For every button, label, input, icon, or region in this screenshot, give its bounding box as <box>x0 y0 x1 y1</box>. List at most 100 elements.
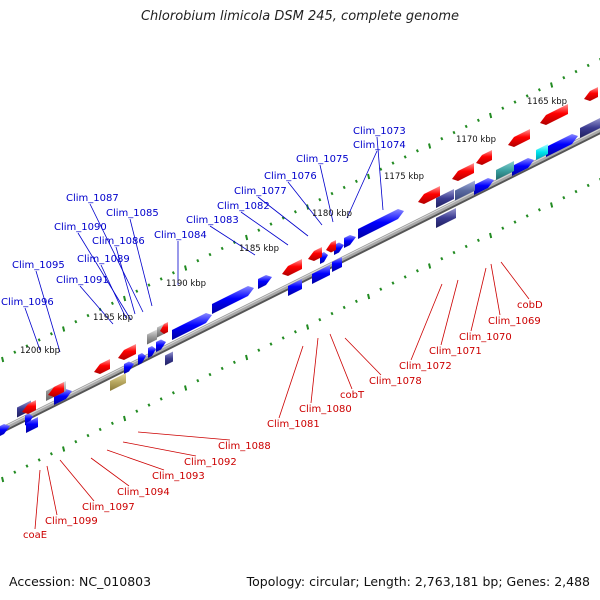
reverse-gene <box>584 87 598 101</box>
forward-leader-line <box>100 264 127 319</box>
forward-gene <box>436 189 454 208</box>
ruler-tick <box>62 326 66 332</box>
forward-gene <box>334 242 344 255</box>
forward-gene <box>156 339 166 352</box>
forward-leader-line <box>77 232 132 321</box>
reverse-leader-line <box>500 261 530 300</box>
ruler-tick <box>367 173 371 180</box>
ruler-tick <box>330 191 334 196</box>
ruler-tick <box>37 338 41 342</box>
ruler-tick <box>440 256 444 261</box>
ruler-tick <box>586 63 590 68</box>
reverse-leader-line <box>106 449 165 471</box>
forward-gene <box>536 144 548 160</box>
reverse-gene-label: coaE <box>23 530 47 541</box>
forward-leader-line <box>115 246 136 315</box>
ruler-tick <box>476 238 480 243</box>
ruler-tick <box>537 208 541 212</box>
reverse-gene-label: Clim_1093 <box>152 471 205 482</box>
ruler-tick <box>147 283 151 287</box>
ruler-tick <box>513 100 517 104</box>
ruler-tick <box>184 385 188 391</box>
reverse-gene-label: Clim_1072 <box>399 361 452 372</box>
forward-gene <box>0 424 10 436</box>
ruler-tick <box>330 311 334 316</box>
forward-gene-label: Clim_1082 <box>217 201 270 212</box>
forward-gene-label: Clim_1089 <box>77 254 130 265</box>
ruler-tick <box>537 88 541 92</box>
ruler-tick <box>306 324 310 330</box>
forward-leader-line <box>376 136 384 211</box>
ruler-tick <box>513 220 517 224</box>
label-leader-lines <box>24 136 530 530</box>
ruler-tick <box>391 161 395 165</box>
reverse-gene <box>94 359 110 374</box>
ruler-tick <box>464 124 468 129</box>
ruler-tick <box>281 216 285 220</box>
forward-gene-label: Clim_1090 <box>54 222 107 233</box>
ruler-tick <box>257 228 261 232</box>
ruler-tick <box>147 403 151 407</box>
ruler-tick <box>74 319 78 324</box>
forward-gene-label: Clim_1083 <box>186 215 239 226</box>
ruler-tick <box>159 397 163 401</box>
ruler-tick <box>562 75 566 80</box>
reverse-gene <box>118 344 136 360</box>
ruler-tick <box>403 155 407 159</box>
forward-leader-line <box>346 150 378 219</box>
ruler-tick <box>318 197 322 202</box>
ruler-label: 1170 kbp <box>456 135 496 145</box>
ruler-tick <box>245 234 249 241</box>
ruler-tick <box>74 439 78 444</box>
ruler-label: 1175 kbp <box>384 172 424 182</box>
forward-gene <box>110 373 126 391</box>
ruler-tick <box>379 167 383 171</box>
reverse-gene <box>452 163 474 181</box>
forward-gene-label: Clim_1086 <box>92 236 145 247</box>
forward-gene <box>148 346 156 358</box>
ruler-tick <box>110 301 114 306</box>
ruler-tick <box>476 118 480 123</box>
ruler-tick <box>49 452 53 456</box>
ruler-tick <box>62 446 66 452</box>
forward-gene-label: Clim_1091 <box>56 275 109 286</box>
forward-gene <box>580 118 600 138</box>
ruler-tick <box>13 470 17 474</box>
reverse-gene <box>508 129 530 147</box>
reverse-leader-line <box>490 263 501 316</box>
ruler-label: 1180 kbp <box>312 209 352 219</box>
forward-gene-labels: Clim_1073 Clim_1074 Clim_1075 Clim_1076 Clim… <box>1 126 406 308</box>
ruler-label: 1200 kbp <box>20 346 60 356</box>
reverse-gene <box>540 104 568 125</box>
ruler-tick <box>110 421 114 426</box>
reverse-leader-line <box>122 441 197 457</box>
forward-gene <box>288 279 302 296</box>
reverse-gene <box>160 322 168 334</box>
ruler-tick <box>123 415 127 422</box>
forward-gene <box>165 351 173 366</box>
ruler-tick <box>293 330 297 334</box>
reverse-leader-line <box>137 431 231 441</box>
forward-gene <box>212 286 254 314</box>
forward-leader-line <box>35 270 61 353</box>
ruler-tick <box>501 106 505 110</box>
forward-gene <box>26 417 38 433</box>
forward-gene <box>358 209 404 239</box>
ruler-tick <box>574 69 578 74</box>
forward-gene-label: Clim_1085 <box>106 208 159 219</box>
forward-gene <box>138 353 146 365</box>
topology-text: Topology: circular; Length: 2,763,181 bp… <box>246 574 590 589</box>
ruler-tick <box>452 250 456 255</box>
reverse-gene-label: Clim_1081 <box>267 419 320 430</box>
ruler-tick <box>123 295 127 302</box>
ruler-tick <box>25 464 29 468</box>
reverse-gene <box>326 240 336 253</box>
forward-gene <box>124 361 134 374</box>
reverse-gene <box>308 247 322 261</box>
ruler-label: 1185 kbp <box>239 244 279 254</box>
ruler-tick <box>391 281 395 285</box>
ruler-tick <box>86 313 90 318</box>
ruler-tick <box>220 246 224 251</box>
forward-gene <box>455 180 475 201</box>
backbone-highlight <box>0 128 600 430</box>
